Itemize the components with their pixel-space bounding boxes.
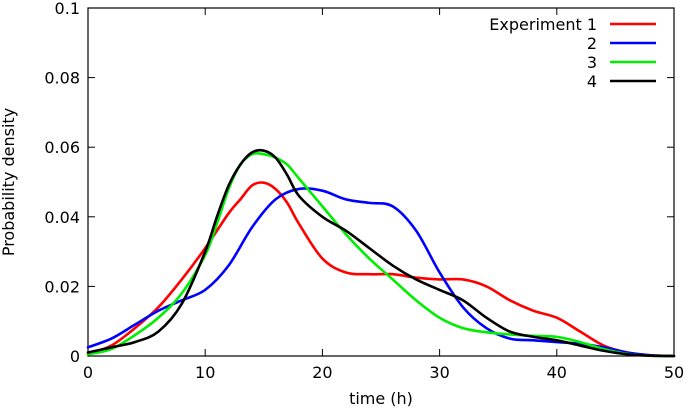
series-lines (86, 148, 676, 358)
x-axis-label: time (h) (349, 389, 413, 408)
y-tick-label: 0.06 (44, 138, 80, 157)
y-axis-label: Probability density (0, 108, 18, 256)
x-tick-label: 40 (547, 363, 567, 382)
x-tick-label: 10 (195, 363, 215, 382)
series-line-1 (86, 181, 676, 358)
legend-label-1: Experiment 1 (489, 15, 597, 34)
series-line-2 (86, 187, 676, 358)
legend-label-3: 3 (587, 53, 597, 72)
x-tick-label: 0 (83, 363, 93, 382)
y-tick-label: 0.04 (44, 208, 80, 227)
legend-label-2: 2 (587, 34, 597, 53)
y-tick-label: 0 (70, 347, 80, 366)
legend-label-4: 4 (587, 72, 597, 91)
y-tick-label: 0.08 (44, 69, 80, 88)
series-line-4 (86, 148, 676, 358)
series-line-3 (86, 151, 676, 358)
x-tick-label: 50 (664, 363, 684, 382)
plot-frame (87, 7, 675, 357)
y-tick-label: 0.1 (55, 0, 80, 18)
y-tick-label: 0.02 (44, 277, 80, 296)
x-tick-label: 30 (429, 363, 449, 382)
x-tick-label: 20 (312, 363, 332, 382)
axes: 0 10 20 30 40 50 0 0.02 0.04 0.06 0.08 0.1 (44, 0, 684, 382)
